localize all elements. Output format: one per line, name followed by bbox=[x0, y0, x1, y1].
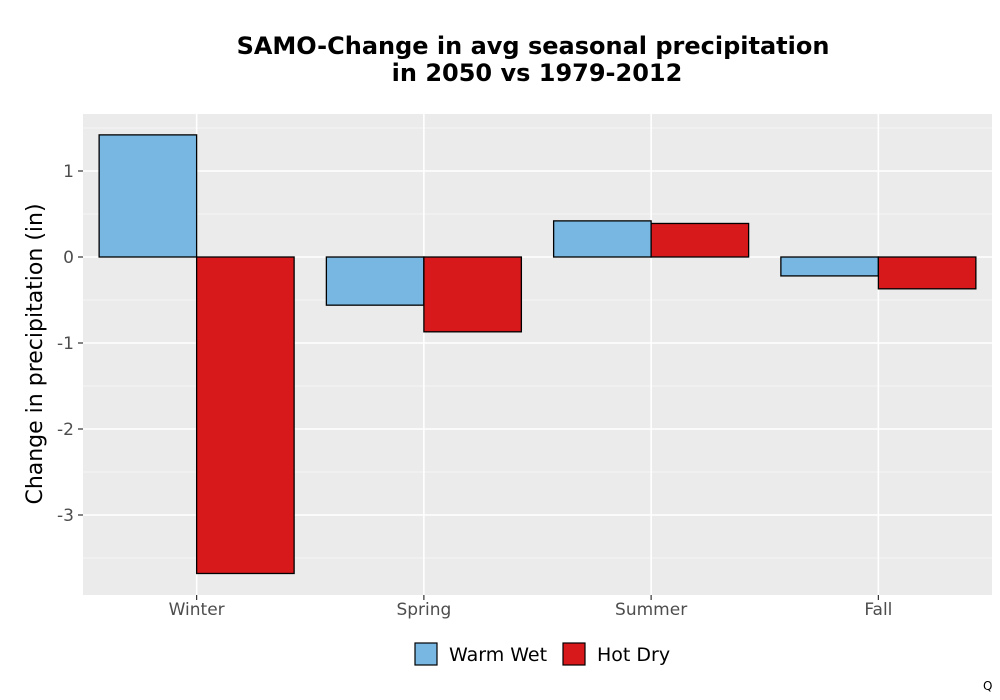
bar-fall-warm-wet bbox=[780, 256, 880, 277]
y-tick-label: -2 bbox=[57, 420, 74, 440]
x-tick-label-summer: Summer bbox=[615, 600, 687, 620]
y-tick-label: -3 bbox=[57, 506, 74, 526]
y-axis-title: Change in precipitation (in) bbox=[23, 203, 48, 504]
y-tick-label: -1 bbox=[57, 334, 74, 354]
bar-spring-hot-dry bbox=[423, 256, 523, 333]
x-tick-label-winter: Winter bbox=[169, 600, 225, 620]
legend-label-hot-dry: Hot Dry bbox=[597, 644, 670, 666]
bar-winter-hot-dry bbox=[195, 256, 295, 575]
legend-label-warm-wet: Warm Wet bbox=[449, 644, 547, 666]
chart-title-line-1: SAMO-Change in avg seasonal precipitatio… bbox=[237, 32, 830, 60]
x-tick-label-spring: Spring bbox=[396, 600, 451, 620]
legend-key-hot-dry bbox=[562, 642, 586, 666]
y-tick-label: 1 bbox=[63, 162, 74, 182]
footnote-mark: Q bbox=[983, 679, 992, 693]
chart-title-line-2: in 2050 vs 1979-2012 bbox=[392, 59, 683, 87]
bars bbox=[98, 134, 977, 575]
legend: Warm Wet Hot Dry bbox=[414, 642, 670, 666]
bar-winter-warm-wet bbox=[98, 134, 198, 258]
x-tick-label-fall: Fall bbox=[864, 600, 892, 620]
bar-summer-hot-dry bbox=[650, 222, 750, 258]
bar-spring-warm-wet bbox=[325, 256, 425, 306]
legend-key-warm-wet bbox=[414, 642, 438, 666]
y-tick-label: 0 bbox=[63, 248, 74, 268]
axes: 1 0 -1 -2 -3 Winter Spring Summer Fall bbox=[57, 162, 892, 620]
bar-fall-hot-dry bbox=[877, 256, 977, 290]
bar-summer-warm-wet bbox=[552, 220, 652, 258]
